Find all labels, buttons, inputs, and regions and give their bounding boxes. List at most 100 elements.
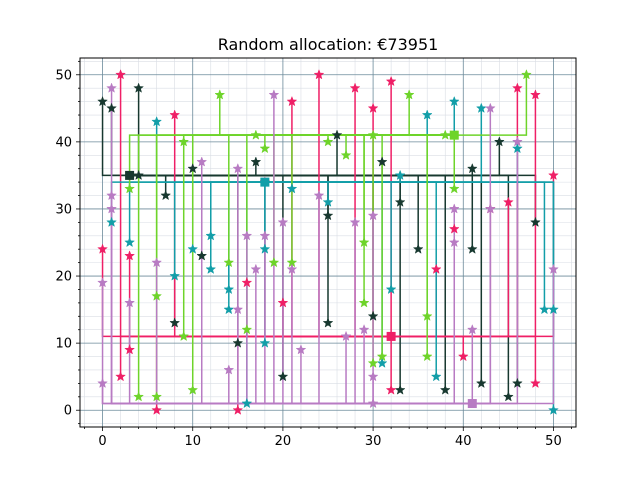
customer-star bbox=[124, 183, 136, 194]
customer-star bbox=[548, 169, 559, 181]
customer-star bbox=[394, 196, 406, 207]
customer-star bbox=[548, 303, 559, 315]
customer-star bbox=[259, 142, 271, 154]
customer-star bbox=[466, 243, 478, 254]
customer-star bbox=[124, 236, 136, 248]
x-tick-label: 40 bbox=[455, 434, 472, 449]
facility-marker bbox=[386, 331, 396, 341]
customer-star bbox=[367, 357, 379, 368]
y-tick-label: 50 bbox=[55, 68, 72, 83]
customer-star bbox=[322, 196, 334, 207]
customer-star bbox=[340, 330, 352, 342]
customer-star bbox=[286, 183, 298, 194]
customer-star bbox=[322, 317, 334, 328]
customer-star bbox=[439, 384, 451, 395]
customer-star bbox=[241, 324, 253, 335]
customer-star bbox=[259, 337, 271, 348]
customer-star bbox=[403, 89, 415, 100]
customer-star bbox=[232, 404, 244, 415]
customer-star bbox=[106, 189, 117, 201]
customer-star bbox=[151, 256, 163, 268]
customer-star bbox=[421, 109, 433, 120]
customer-star bbox=[376, 156, 388, 167]
customer-star bbox=[196, 156, 208, 167]
customer-star bbox=[223, 364, 235, 375]
customer-star bbox=[151, 116, 163, 127]
customer-star bbox=[124, 297, 136, 308]
customer-star bbox=[367, 102, 379, 113]
y-tick-label: 20 bbox=[55, 270, 72, 285]
customer-star bbox=[97, 277, 108, 288]
chart-title: Random allocation: €73951 bbox=[218, 35, 439, 54]
customer-star bbox=[511, 377, 523, 389]
customer-star bbox=[511, 82, 523, 93]
customer-star bbox=[241, 277, 253, 288]
customer-star bbox=[457, 350, 469, 362]
customer-star bbox=[169, 270, 181, 281]
customer-star bbox=[286, 263, 298, 274]
customer-star bbox=[376, 357, 388, 368]
facility-marker bbox=[125, 170, 135, 180]
customer-star bbox=[322, 136, 334, 147]
customer-star bbox=[241, 397, 253, 409]
customer-star bbox=[151, 290, 163, 301]
customer-star bbox=[349, 216, 361, 227]
customer-star bbox=[385, 283, 397, 295]
customer-star bbox=[548, 404, 559, 415]
marker-group-dark bbox=[97, 82, 541, 402]
customer-star bbox=[205, 263, 217, 274]
x-tick-label: 10 bbox=[184, 434, 201, 449]
customer-star bbox=[331, 129, 343, 140]
customer-star bbox=[232, 337, 244, 348]
customer-star bbox=[475, 102, 487, 113]
customer-star bbox=[205, 230, 217, 241]
customer-star bbox=[259, 243, 271, 254]
customer-star bbox=[421, 310, 433, 321]
customer-star bbox=[484, 102, 496, 113]
customer-star bbox=[529, 377, 541, 389]
customer-star bbox=[250, 156, 262, 167]
customer-star bbox=[358, 324, 370, 335]
x-tick-label: 50 bbox=[545, 434, 562, 449]
customer-star bbox=[223, 303, 235, 315]
customer-star bbox=[97, 243, 108, 254]
customer-star bbox=[448, 236, 460, 248]
customer-star bbox=[421, 350, 433, 362]
x-tick-label: 30 bbox=[365, 434, 382, 449]
customer-star bbox=[466, 162, 478, 174]
y-tick-label: 10 bbox=[55, 337, 72, 352]
customer-star bbox=[106, 82, 117, 93]
customer-star bbox=[367, 129, 379, 140]
y-tick-label: 30 bbox=[55, 202, 72, 217]
customer-star bbox=[475, 377, 487, 389]
customer-star bbox=[106, 203, 118, 214]
customer-star bbox=[448, 203, 460, 214]
marker-group-lime bbox=[124, 69, 532, 402]
customer-star bbox=[187, 162, 199, 174]
customer-star bbox=[214, 89, 226, 100]
customer-star bbox=[539, 303, 550, 315]
customer-star bbox=[529, 89, 541, 100]
customer-star bbox=[448, 183, 460, 194]
customer-star bbox=[349, 82, 361, 93]
customer-star bbox=[484, 203, 496, 214]
customer-star bbox=[511, 142, 523, 154]
customer-star bbox=[529, 216, 541, 227]
y-tick-label: 40 bbox=[55, 135, 72, 150]
x-tick-label: 0 bbox=[98, 434, 106, 449]
customer-star bbox=[133, 391, 145, 402]
customer-star bbox=[133, 82, 145, 93]
customer-star bbox=[385, 384, 397, 395]
y-tick-label: 0 bbox=[64, 404, 72, 419]
customer-star bbox=[466, 324, 478, 335]
customer-star bbox=[358, 236, 370, 248]
marker-group-teal bbox=[106, 95, 559, 415]
customer-star bbox=[268, 89, 280, 100]
customer-star bbox=[367, 370, 379, 382]
customer-star bbox=[106, 102, 117, 113]
x-tick-label: 20 bbox=[275, 434, 292, 449]
customer-star bbox=[277, 216, 289, 227]
customer-star bbox=[259, 230, 271, 241]
customer-star bbox=[439, 129, 451, 140]
customer-star bbox=[385, 75, 397, 87]
